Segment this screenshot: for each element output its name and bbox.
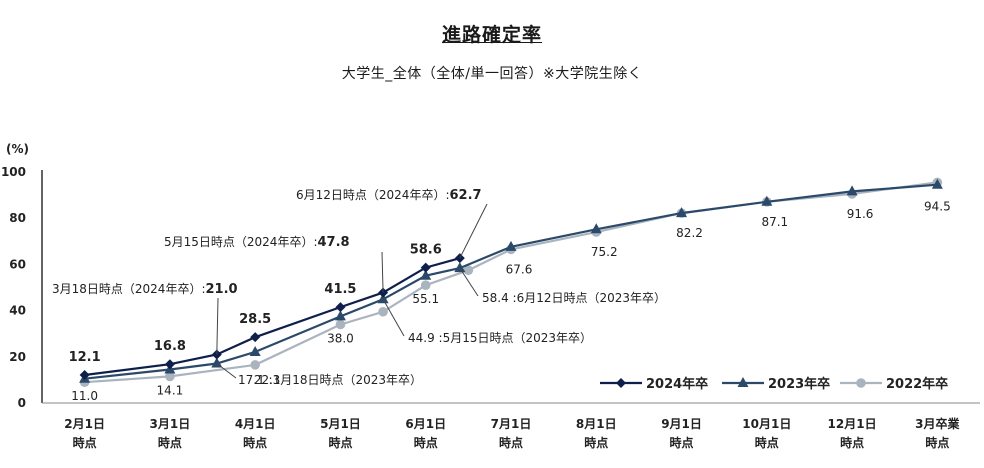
- x-tick-label: 9月1日: [661, 417, 702, 431]
- annotation-label: 44.9 :5月15日時点（2023年卒）: [408, 331, 592, 345]
- annotation-label: 17.1 :3月18日時点（2023年卒）: [238, 373, 422, 387]
- annotation-label: 58.4 :6月12日時点（2023年卒）: [482, 291, 666, 305]
- marker-diamond: [420, 262, 431, 273]
- marker-triangle: [846, 185, 858, 196]
- marker-triangle: [420, 269, 432, 280]
- legend-label: 2024年卒: [646, 376, 708, 392]
- chart-title: 進路確定率: [441, 24, 542, 46]
- marker-triangle: [377, 293, 389, 304]
- annotation-leader: [459, 267, 479, 297]
- legend-label: 2023年卒: [768, 376, 830, 392]
- x-tick-label: 時点: [925, 435, 949, 450]
- y-tick-label: 60: [9, 257, 26, 271]
- x-tick-label: 時点: [670, 435, 694, 450]
- x-tick-label: 3月1日: [150, 417, 191, 431]
- series-line: [84, 257, 461, 377]
- annotation-leader: [216, 363, 237, 379]
- data-label: 12.1: [69, 350, 101, 365]
- x-tick-label: 8月1日: [576, 417, 617, 431]
- x-tick-label: 時点: [243, 435, 267, 450]
- y-tick-label: 80: [9, 211, 26, 225]
- x-tick-label: 5月1日: [320, 417, 361, 431]
- x-tick-label: 12月1日: [828, 417, 877, 431]
- x-tick-label: 4月1日: [235, 417, 276, 431]
- marker-triangle: [454, 262, 466, 273]
- y-tick-label: 40: [9, 304, 26, 318]
- legend-label: 2022年卒: [886, 376, 948, 392]
- marker-triangle: [590, 223, 602, 234]
- y-tick-label: 20: [9, 350, 26, 364]
- data-label: 38.0: [327, 331, 354, 345]
- annotation-leader: [216, 297, 219, 355]
- data-label: 16.8: [154, 339, 186, 354]
- marker-circle: [335, 319, 346, 330]
- marker-circle: [856, 378, 866, 388]
- marker-circle: [420, 280, 431, 290]
- marker-triangle: [249, 345, 261, 356]
- marker-triangle: [761, 195, 773, 206]
- x-tick-label: 時点: [584, 435, 608, 450]
- annotation-leader: [381, 251, 384, 293]
- data-label: 28.5: [239, 312, 271, 327]
- x-tick-label: 時点: [414, 435, 438, 450]
- data-label: 75.2: [591, 245, 618, 259]
- x-tick-label: 時点: [158, 435, 182, 450]
- marker-diamond: [335, 302, 346, 313]
- marker-circle: [165, 371, 175, 382]
- data-label: 87.1: [761, 215, 788, 229]
- data-label: 94.5: [924, 199, 951, 213]
- marker-triangle: [931, 178, 943, 189]
- y-tick-label: 0: [18, 396, 26, 410]
- chart-subtitle: 大学生_全体（全体/単一回答）※大学院生除く: [341, 66, 643, 82]
- annotation-leader: [382, 299, 405, 337]
- x-tick-label: 時点: [328, 435, 352, 450]
- data-label: 82.2: [676, 226, 703, 240]
- annotation-leader: [459, 203, 488, 259]
- marker-diamond: [616, 378, 626, 388]
- y-tick-label: 100: [1, 165, 26, 179]
- y-unit-label: (%): [6, 142, 29, 156]
- marker-triangle: [737, 377, 749, 387]
- marker-triangle: [505, 240, 517, 251]
- data-label: 91.6: [847, 207, 874, 221]
- annotation-label: 5月15日時点（2024年卒）:47.8: [164, 235, 350, 250]
- annotation-label: 3月18日時点（2024年卒）:21.0: [52, 282, 238, 297]
- data-label: 11.0: [71, 389, 98, 403]
- data-label: 14.1: [157, 383, 184, 397]
- x-tick-label: 時点: [73, 435, 97, 450]
- x-tick-label: 2月1日: [64, 417, 105, 431]
- data-label: 58.6: [410, 243, 442, 258]
- marker-circle: [463, 265, 474, 275]
- marker-triangle: [334, 310, 346, 321]
- x-tick-label: 時点: [840, 435, 864, 450]
- marker-diamond: [164, 359, 175, 370]
- marker-triangle: [676, 207, 688, 218]
- annotation-label: 6月12日時点（2024年卒）:62.7: [296, 188, 482, 203]
- data-label: 67.6: [506, 262, 533, 276]
- x-tick-label: 10月1日: [742, 417, 791, 431]
- x-tick-label: 7月1日: [491, 417, 532, 431]
- data-label: 55.1: [412, 292, 439, 306]
- marker-circle: [250, 360, 260, 370]
- marker-diamond: [79, 370, 90, 381]
- x-tick-label: 時点: [499, 435, 523, 450]
- series-line: [84, 183, 938, 380]
- marker-circle: [378, 306, 388, 317]
- data-label: 22.1: [254, 373, 281, 387]
- x-tick-label: 6月1日: [405, 417, 446, 431]
- data-label: 41.5: [324, 282, 356, 297]
- marker-diamond: [250, 332, 261, 343]
- x-tick-label: 3月卒業: [915, 416, 960, 431]
- x-tick-label: 時点: [755, 435, 779, 450]
